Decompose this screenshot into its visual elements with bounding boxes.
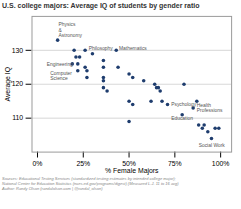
svg-text:Philosophy: Philosophy — [89, 47, 114, 52]
svg-text:ComputerScience: ComputerScience — [50, 71, 72, 81]
svg-text:HealthProfessions: HealthProfessions — [197, 103, 223, 113]
svg-text:0%: 0% — [33, 160, 43, 167]
svg-text:Psychology: Psychology — [171, 103, 197, 108]
html-text:Sources: Educational Testing S: Sources: Educational Testing Services (s… — [2, 175, 179, 191]
svg-text:75%: 75% — [168, 160, 182, 167]
svg-text:Mathematics: Mathematics — [119, 47, 147, 52]
svg-text:Engineering: Engineering — [47, 62, 73, 67]
svg-text:100%: 100% — [212, 160, 230, 167]
svg-text:Social Work: Social Work — [199, 143, 226, 148]
svg-text:Physics&Astronomy: Physics&Astronomy — [59, 23, 83, 39]
html-text:U.S. college majors: Average I: U.S. college majors: Average IQ of stude… — [2, 2, 200, 9]
svg-text:Average IQ: Average IQ — [4, 67, 12, 102]
svg-text:Education: Education — [171, 116, 193, 121]
svg-text:110: 110 — [12, 115, 23, 122]
svg-text:120: 120 — [12, 81, 24, 88]
svg-text:25%: 25% — [76, 160, 90, 167]
svg-text:50%: 50% — [122, 160, 136, 168]
svg-text:130: 130 — [12, 47, 24, 54]
svg-text:% Female Majors: % Female Majors — [105, 167, 159, 175]
